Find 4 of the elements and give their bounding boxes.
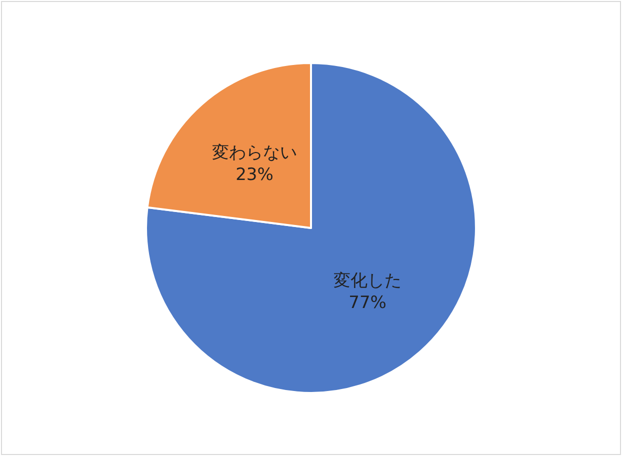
data-label: 23%	[236, 164, 274, 185]
slice-label: 変化した	[334, 271, 402, 292]
slice-label: 変わらない	[212, 142, 297, 163]
data-label: 77%	[348, 293, 386, 314]
